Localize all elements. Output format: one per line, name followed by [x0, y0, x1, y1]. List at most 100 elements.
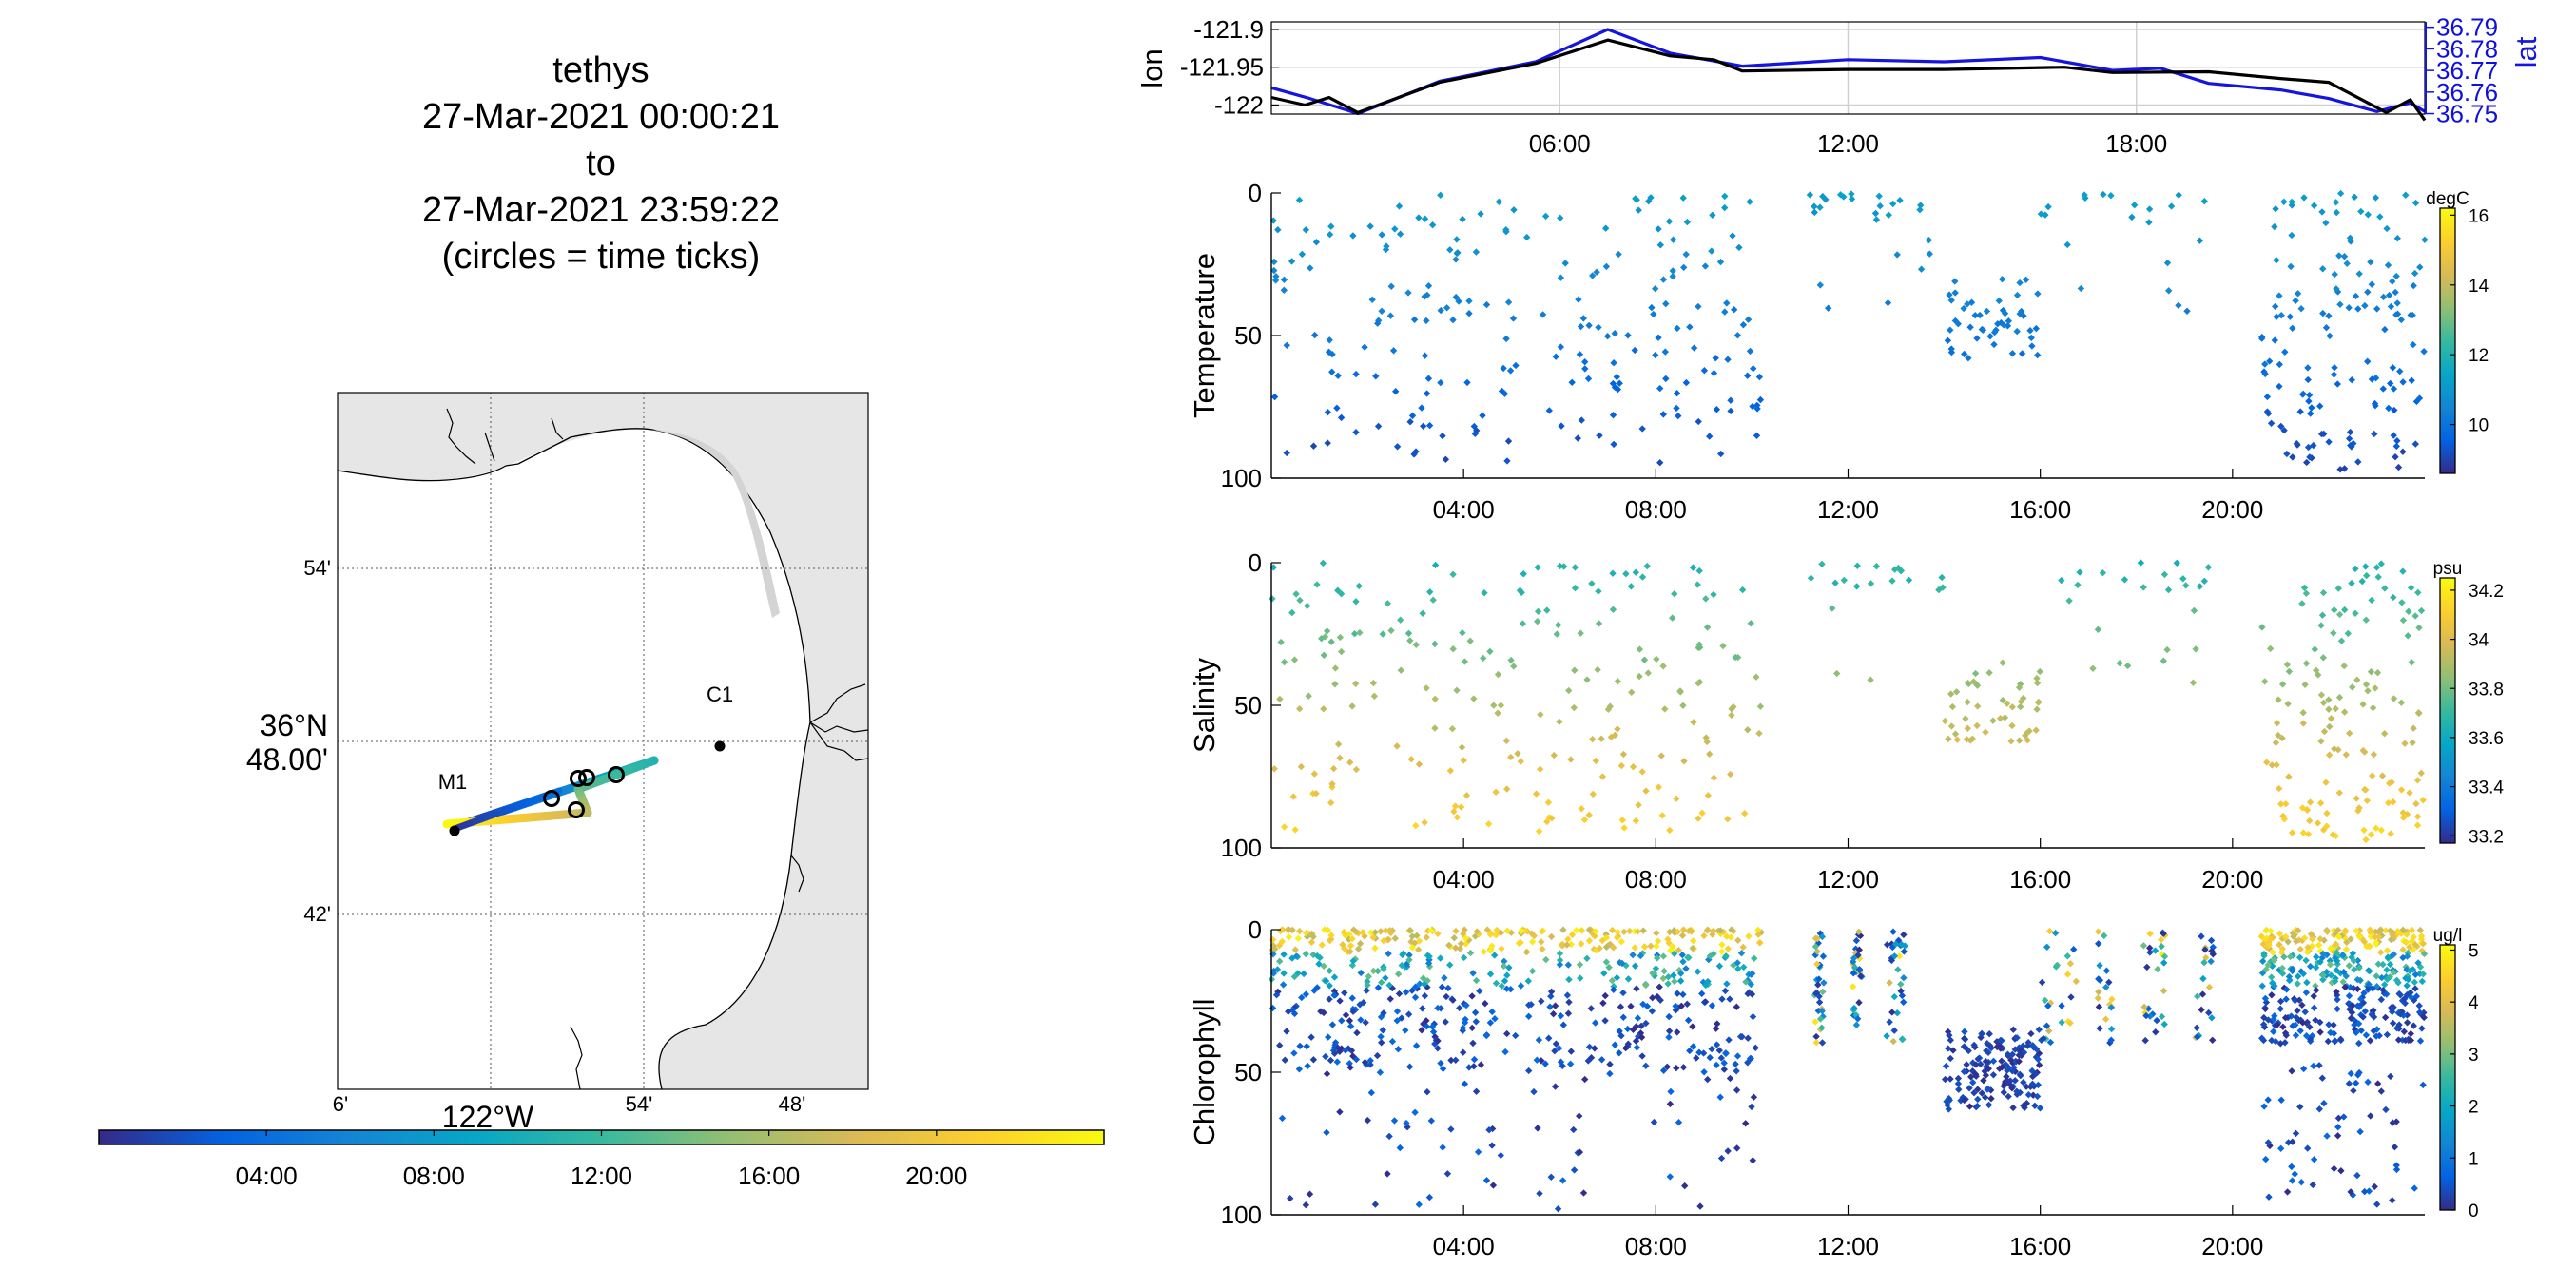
chlorophyll-data-point — [2316, 1018, 2324, 1027]
chlorophyll-data-point — [2411, 1184, 2418, 1192]
temperature-data-point — [1811, 208, 1818, 217]
chlorophyll-data-point — [1549, 1010, 1558, 1018]
chlorophyll-data-point — [1437, 1059, 1444, 1067]
chlorophyll-data-point — [1390, 1117, 1399, 1125]
chlorophyll-data-point — [1677, 970, 1685, 977]
temperature-data-point — [1333, 404, 1341, 412]
salinity-data-point — [1661, 705, 1669, 713]
chlorophyll-data-point — [1742, 978, 1750, 986]
salinity-data-point — [1269, 595, 1276, 603]
chlorophyll-data-point — [2377, 995, 2385, 1004]
salinity-data-point — [2298, 600, 2306, 607]
temperature-data-point — [1674, 324, 1681, 333]
chlorophyll-colorbar-tick-label: 5 — [2469, 941, 2479, 961]
chlorophyll-data-point — [1732, 1060, 1739, 1068]
chlorophyll-data-point — [1592, 928, 1599, 935]
chlorophyll-data-point — [1398, 961, 1405, 970]
chlorophyll-data-point — [2033, 1092, 2042, 1101]
chlorophyll-data-point — [1722, 952, 1730, 960]
temperature-data-point — [1632, 195, 1639, 202]
temperature-colorbar-tick-label: 12 — [2469, 346, 2489, 366]
chlorophyll-data-point — [2020, 1102, 2027, 1109]
chlorophyll-data-point — [1576, 1112, 1583, 1120]
chlorophyll-data-point — [1893, 1009, 1901, 1017]
map-graticule — [338, 393, 868, 1089]
chlorophyll-data-point — [1302, 1201, 1309, 1209]
salinity-data-point — [1679, 702, 1687, 709]
temperature-data-point — [1545, 407, 1553, 414]
chlorophyll-data-point — [1285, 926, 1293, 933]
chlorophyll-data-point — [2365, 980, 2373, 989]
chlorophyll-data-point — [2101, 1015, 2110, 1023]
map-lat-label-48-minutes-text: 48.00' — [246, 742, 328, 777]
chlorophyll-data-point — [2015, 1057, 2023, 1066]
chlorophyll-data-point — [2102, 983, 2110, 991]
chlorophyll-data-point — [1551, 1002, 1559, 1009]
chlorophyll-data-point — [2194, 1033, 2201, 1041]
chlorophyll-data-point — [1394, 1046, 1403, 1053]
chlorophyll-data-point — [2310, 1156, 2318, 1163]
map-lat-label-48: 36°N — [261, 708, 329, 742]
chlorophyll-data-point — [1665, 1028, 1674, 1035]
chlorophyll-data-point — [1421, 980, 1428, 989]
salinity-data-point — [1609, 606, 1617, 613]
temperature-colorbar-tick-label: 14 — [2469, 277, 2489, 297]
chlorophyll-data-point — [1973, 1102, 1982, 1110]
chlorophyll-data-point — [1654, 937, 1662, 945]
chlorophyll-data-point — [2319, 971, 2327, 979]
chlorophyll-data-point — [1534, 1125, 1541, 1132]
chlorophyll-data-point — [1450, 934, 1458, 942]
chlorophyll-data-point — [1328, 1021, 1337, 1028]
chlorophyll-data-point — [1966, 1103, 1974, 1110]
salinity-data-point — [1348, 702, 1356, 710]
chlorophyll-data-point — [1535, 1036, 1543, 1044]
chlorophyll-data-point — [1811, 934, 1820, 942]
chlorophyll-data-point — [1899, 1035, 1907, 1044]
chlorophyll-data-point — [1462, 1015, 1469, 1024]
salinity-data-point — [1520, 570, 1527, 578]
chlorophyll-data-point — [2262, 927, 2270, 934]
chlorophyll-data-point — [1551, 1083, 1559, 1090]
title-line-3: to — [586, 144, 616, 183]
chlorophyll-data-point — [2327, 1028, 2334, 1037]
chlorophyll-data-point — [1403, 960, 1410, 969]
chlorophyll-data-point — [1288, 1006, 1296, 1014]
chlorophyll-data-point — [1733, 1052, 1742, 1060]
chlorophyll-data-point — [1818, 1024, 1826, 1031]
chlorophyll-data-point — [1955, 1086, 1963, 1093]
chlorophyll-data-point — [1960, 1067, 1968, 1076]
chlorophyll-data-point — [2070, 946, 2078, 953]
salinity-data-point — [1336, 754, 1344, 762]
chlorophyll-data-point — [1984, 1086, 1991, 1093]
salinity-data-point — [1334, 740, 1343, 748]
salinity-data-point — [1571, 564, 1579, 571]
chlorophyll-data-point — [1954, 1074, 1963, 1083]
chlorophyll-data-point — [1470, 1055, 1479, 1064]
salinity-data-point — [1356, 628, 1364, 637]
chlorophyll-data-point — [1557, 1058, 1565, 1066]
chlorophyll-data-point — [1402, 989, 1410, 996]
salinity-data-point — [1598, 773, 1607, 780]
chlorophyll-data-point — [1533, 1056, 1540, 1064]
salinity-data-point — [1703, 738, 1711, 746]
temperature-data-point — [1652, 351, 1659, 359]
chlorophyll-data-point — [2374, 1080, 2382, 1087]
chlorophyll-data-point — [1576, 961, 1584, 969]
chlorophyll-data-point — [1820, 979, 1828, 987]
chlorophyll-data-point — [2289, 1138, 2296, 1145]
chlorophyll-data-point — [2035, 1061, 2043, 1069]
chlorophyll-data-point — [2296, 1103, 2304, 1111]
salinity-data-point — [1507, 656, 1515, 664]
chlorophyll-data-point — [1371, 1201, 1380, 1208]
chlorophyll-data-point — [1701, 998, 1710, 1006]
lonlat-ytick-label: -121.9 — [1193, 15, 1264, 44]
temperature-data-point — [1443, 304, 1451, 312]
salinity-data-point — [1462, 792, 1471, 799]
chlorophyll-data-point — [2353, 1028, 2360, 1036]
chlorophyll-data-point — [2390, 969, 2397, 976]
salinity-data-point — [1632, 817, 1640, 825]
salinity-data-point — [2283, 661, 2292, 668]
salinity-data-point — [2346, 729, 2353, 738]
station-c1-label: C1 — [707, 682, 733, 706]
lonlat-right-ytick-label: 36.75 — [2436, 100, 2498, 128]
